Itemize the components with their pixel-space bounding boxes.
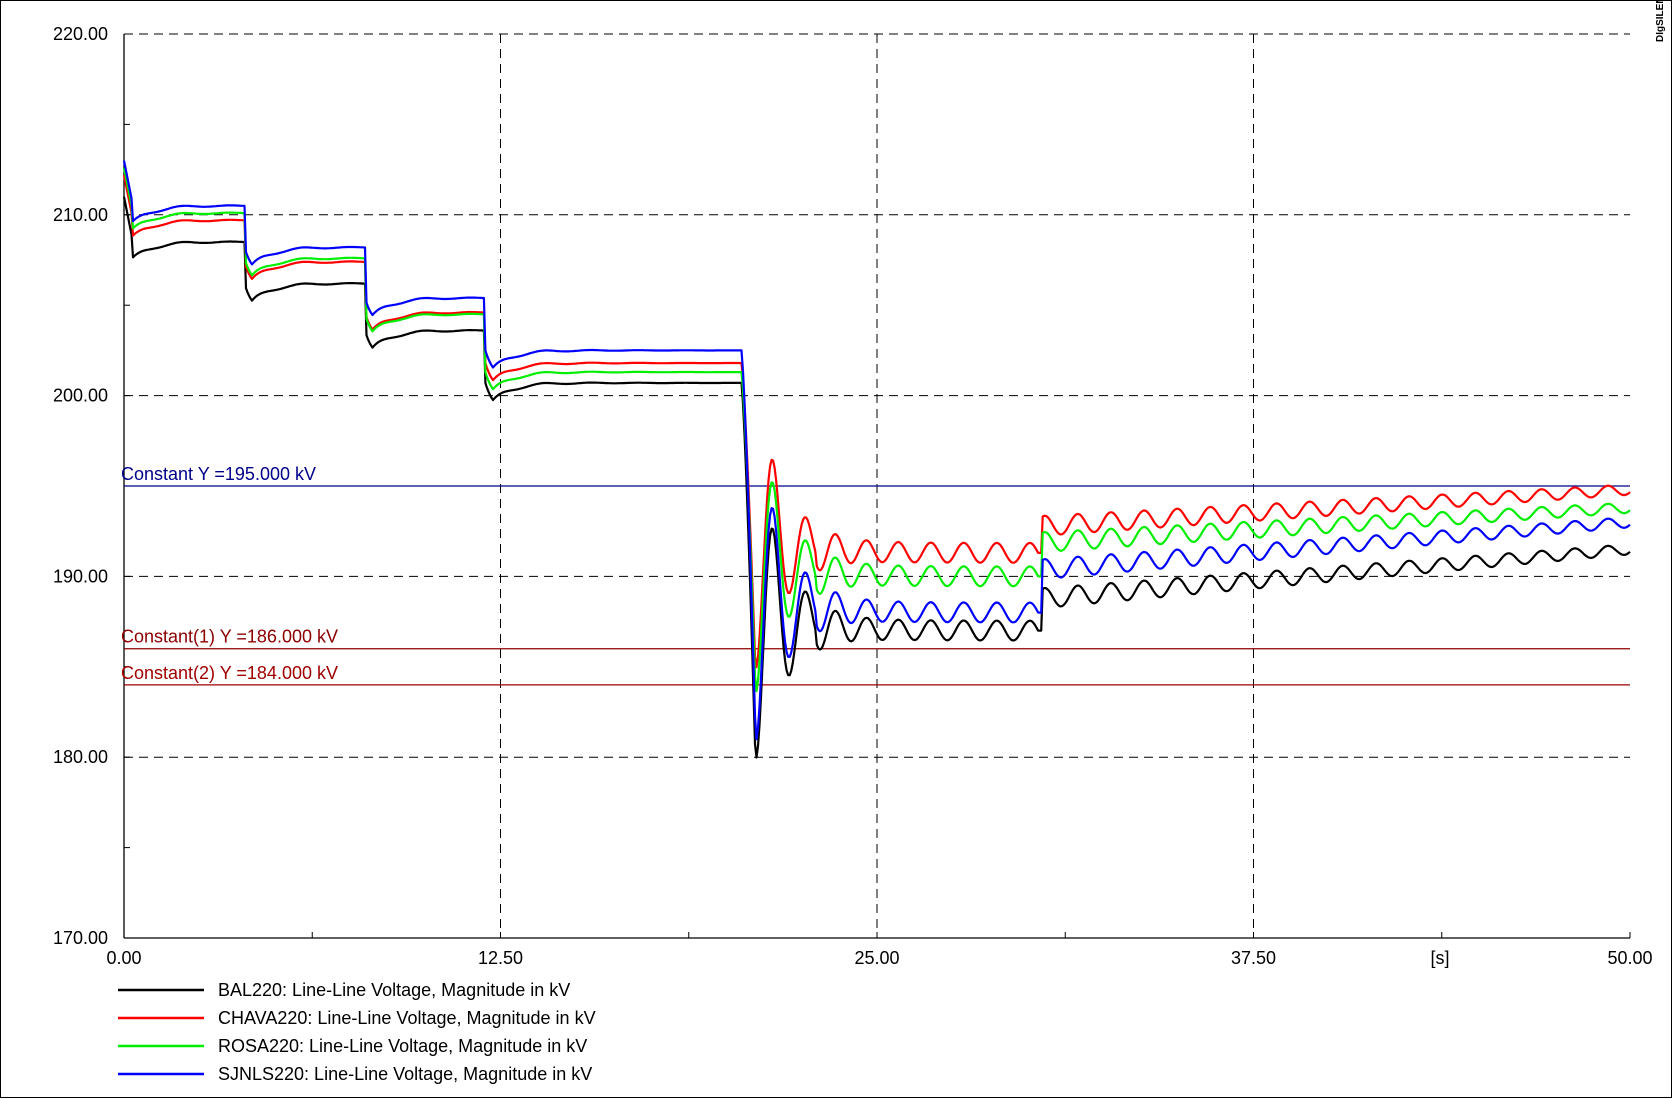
y-tick-label: 220.00: [53, 24, 108, 44]
legend: BAL220: Line-Line Voltage, Magnitude in …: [118, 980, 596, 1084]
legend-label-2: ROSA220: Line-Line Voltage, Magnitude in…: [218, 1036, 587, 1056]
tick-labels: 0.00 12.50 25.00 37.50 50.00 170.00 180.00 190.…: [53, 24, 1653, 968]
y-tick-label: 210.00: [53, 205, 108, 225]
series-line-2: [122, 167, 1631, 693]
x-tick-label: 50.00: [1607, 948, 1652, 968]
x-tick-label: 37.50: [1231, 948, 1276, 968]
constant-label-2: Constant(2) Y =184.000 kV: [121, 663, 338, 683]
series-line-0: [122, 196, 1631, 759]
x-tick-label: 0.00: [106, 948, 141, 968]
y-tick-label: 190.00: [53, 566, 108, 586]
y-tick-label: 200.00: [53, 386, 108, 406]
legend-label-3: SJNLS220: Line-Line Voltage, Magnitude i…: [218, 1064, 592, 1084]
x-tick-label: 12.50: [478, 948, 523, 968]
constant-lines: Constant Y =195.000 kV Constant(1) Y =186…: [121, 464, 1630, 686]
x-tick-label: 25.00: [854, 948, 899, 968]
brand-logo-text: DIgSILENT: [1655, 0, 1666, 42]
legend-label-0: BAL220: Line-Line Voltage, Magnitude in …: [218, 980, 570, 1000]
series-line-1: [122, 174, 1631, 669]
series-line-3: [122, 160, 1631, 741]
constant-label-0: Constant Y =195.000 kV: [121, 464, 316, 484]
y-tick-label: 170.00: [53, 928, 108, 948]
constant-label-1: Constant(1) Y =186.000 kV: [121, 627, 338, 647]
y-tick-label: 180.00: [53, 747, 108, 767]
series-lines: [122, 160, 1631, 759]
x-axis-label: [s]: [1430, 948, 1449, 968]
legend-label-1: CHAVA220: Line-Line Voltage, Magnitude i…: [218, 1008, 596, 1028]
